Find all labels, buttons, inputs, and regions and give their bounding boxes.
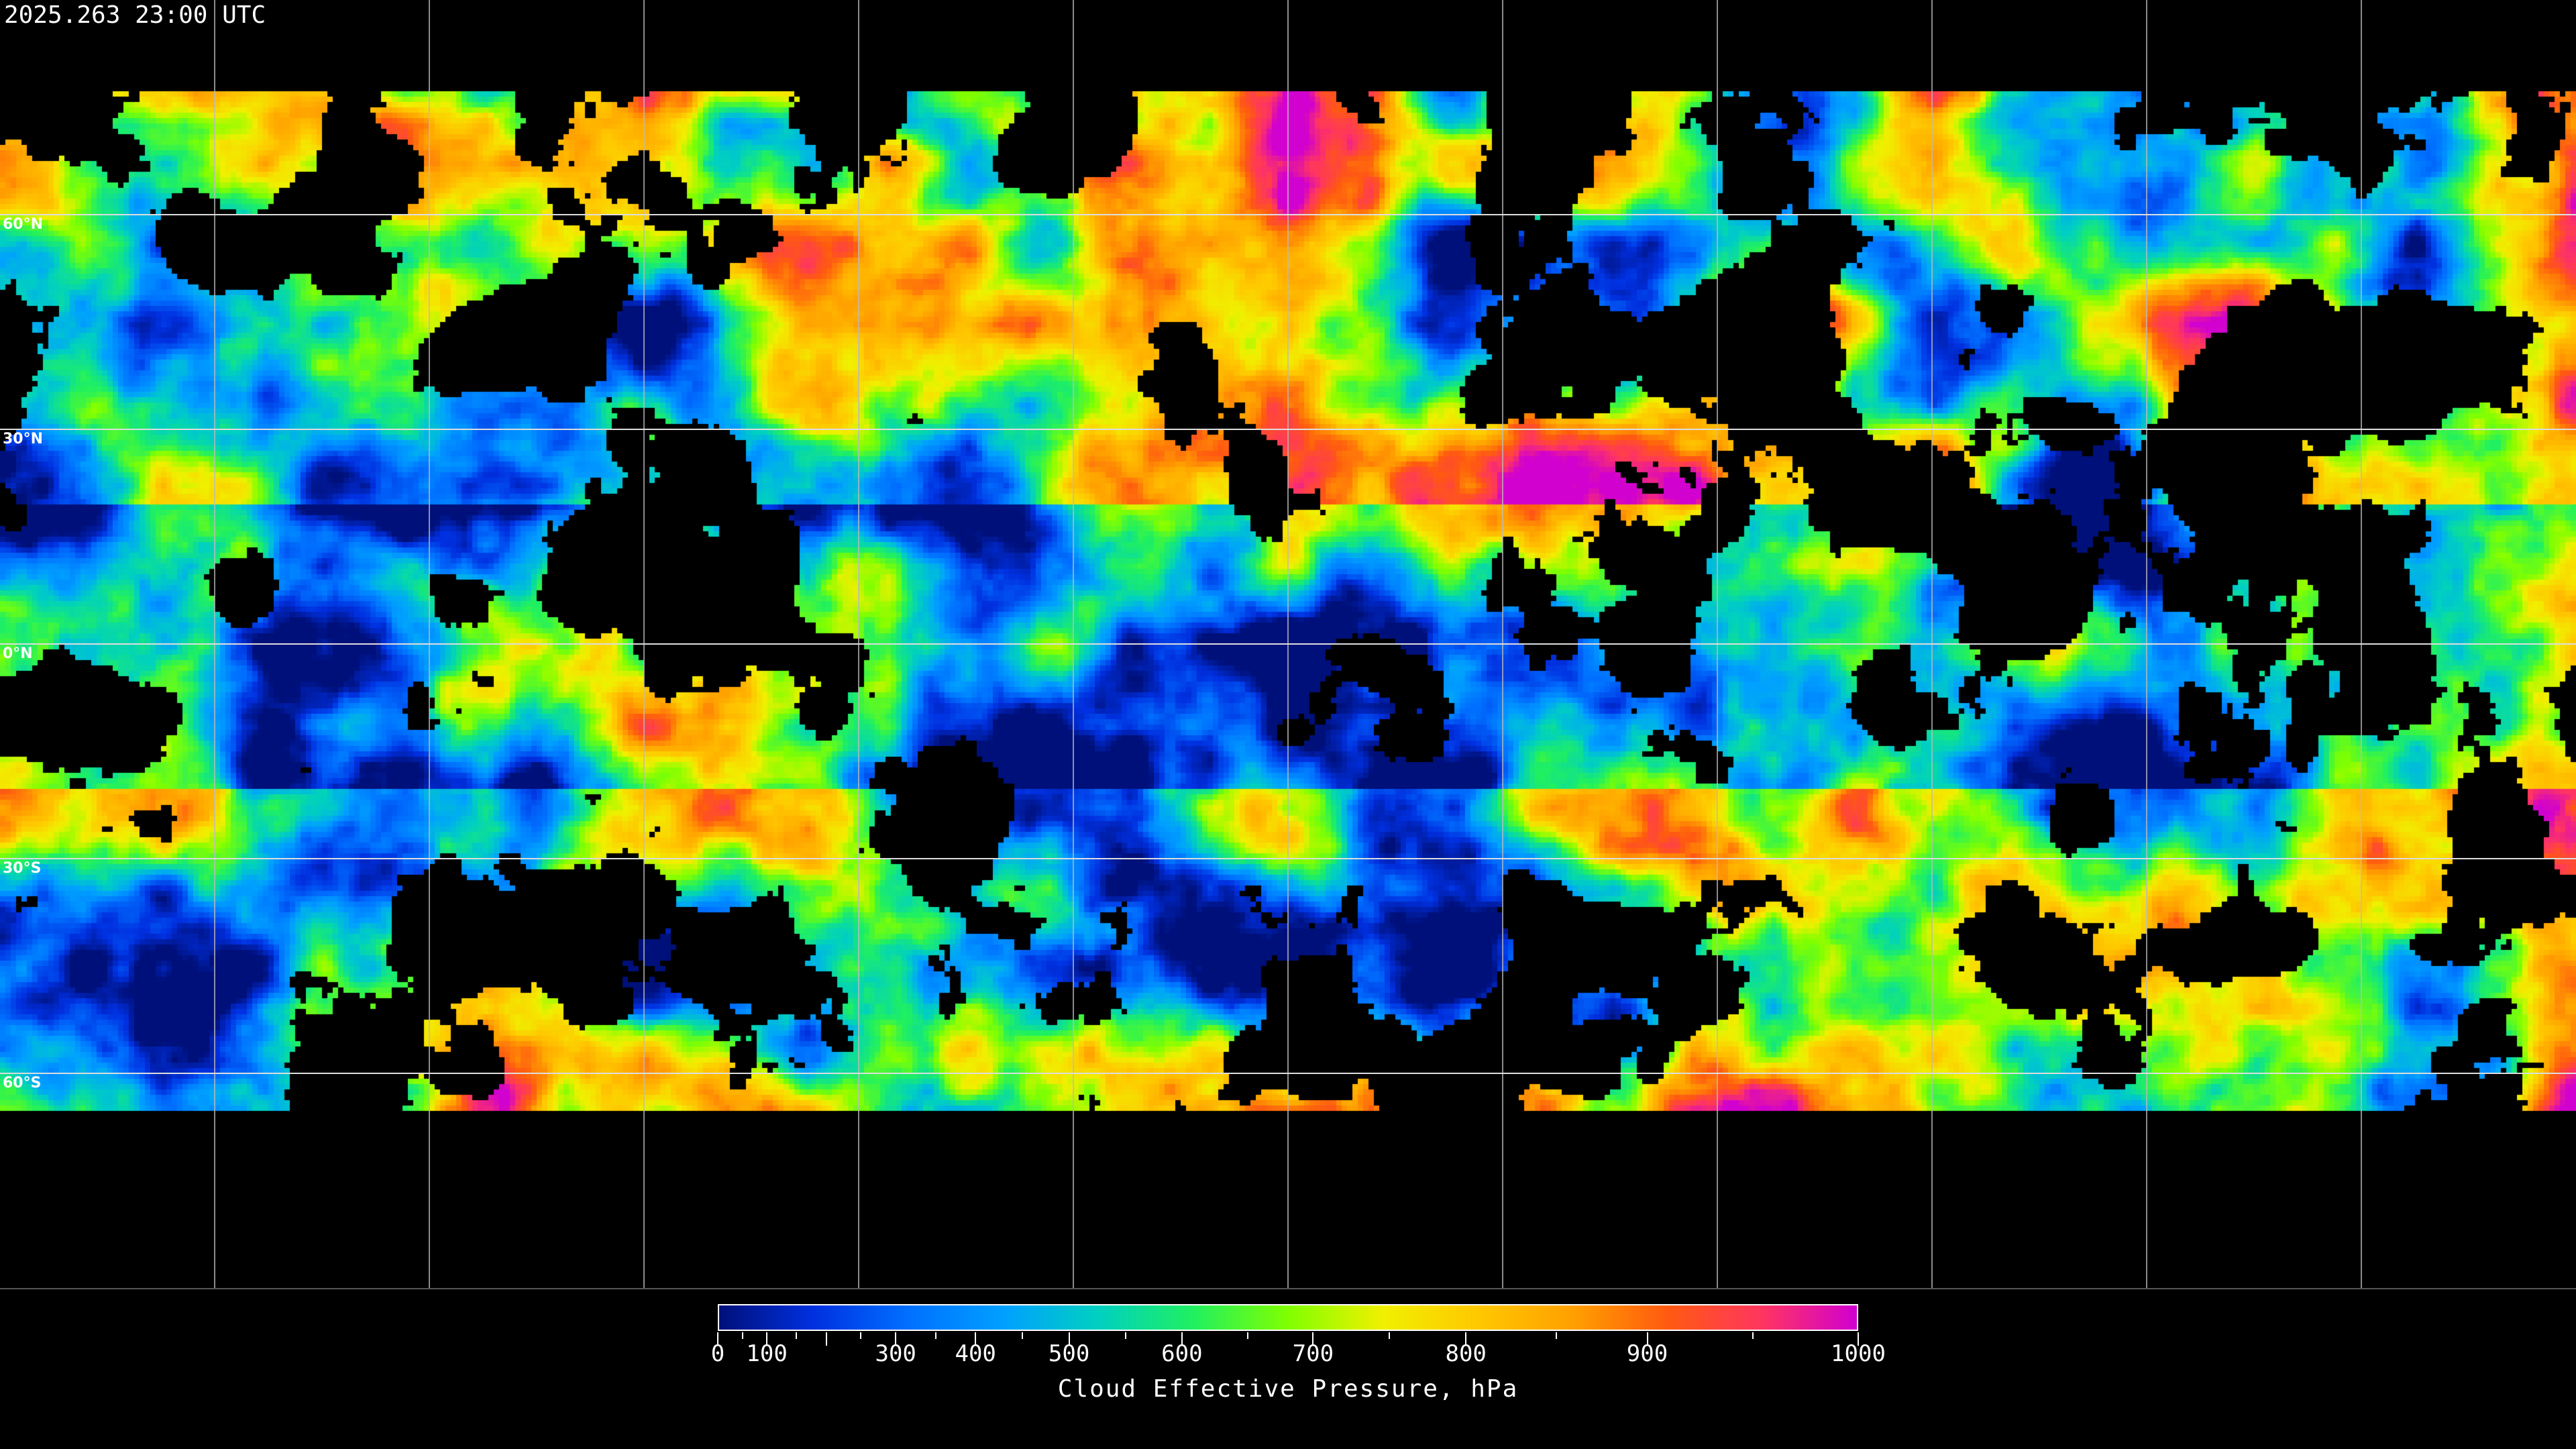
colorbar-tick (1646, 1332, 1648, 1346)
colorbar-minor-tick (1246, 1332, 1248, 1339)
colorbar-tick (1181, 1332, 1183, 1346)
colorbar-tick (825, 1332, 827, 1346)
graticule (0, 0, 2576, 1288)
colorbar-minor-tick (1556, 1332, 1558, 1339)
timestamp: 2025.263 23:00 UTC (4, 1, 266, 29)
colorbar-tick-label: 500 (1048, 1340, 1090, 1367)
colorbar-tick (975, 1332, 977, 1346)
colorbar-minor-tick (860, 1332, 862, 1339)
colorbar-tick-label: 700 (1292, 1340, 1334, 1367)
lat-label-0n: 0°N (3, 645, 33, 662)
colorbar-tick-label: 400 (955, 1340, 996, 1367)
lat-label-60s: 60°S (3, 1075, 42, 1091)
colorbar-minor-tick (934, 1332, 936, 1339)
cloud-pressure-map: 60°N 30°N 0°N 30°S 60°S (0, 0, 2576, 1288)
colorbar-tick-label: 1000 (1831, 1340, 1886, 1367)
map-bottom-border (0, 1288, 2576, 1289)
colorbar-tick (1465, 1332, 1467, 1346)
lat-label-60n: 60°N (3, 216, 44, 233)
colorbar-tick-label: 600 (1161, 1340, 1203, 1367)
colorbar-tick (1068, 1332, 1070, 1346)
lat-label-30n: 30°N (3, 431, 44, 447)
colorbar-minor-tick (1389, 1332, 1391, 1339)
colorbar-tick (717, 1332, 718, 1346)
colorbar-minor-tick (1021, 1332, 1023, 1339)
lat-label-30s: 30°S (3, 860, 42, 877)
colorbar-title: Cloud Effective Pressure, hPa (1057, 1375, 1519, 1403)
colorbar-tick-label: 800 (1445, 1340, 1487, 1367)
colorbar-tick-label: 0 (710, 1340, 725, 1367)
colorbar-tick (766, 1332, 768, 1346)
colorbar-tick-label: 300 (875, 1340, 916, 1367)
colorbar (718, 1304, 1858, 1331)
colorbar-tick (1312, 1332, 1314, 1346)
colorbar-tick (895, 1332, 897, 1346)
colorbar-tick-label: 100 (746, 1340, 788, 1367)
colorbar-tick-label: 900 (1626, 1340, 1668, 1367)
colorbar-minor-tick (1124, 1332, 1126, 1339)
colorbar-tick (1858, 1332, 1859, 1346)
colorbar-minor-tick (1752, 1332, 1754, 1339)
colorbar-minor-tick (796, 1332, 798, 1339)
colorbar-minor-tick (741, 1332, 743, 1339)
